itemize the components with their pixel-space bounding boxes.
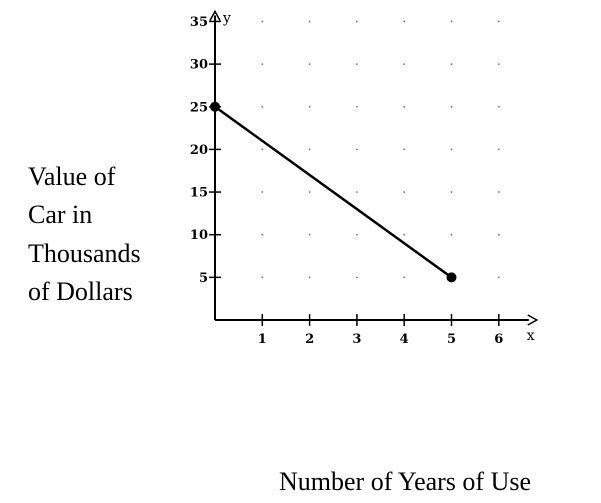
- y-axis-label-line-4: of Dollars: [28, 277, 133, 306]
- grid-dot: [497, 63, 500, 65]
- y-axis-label-line-1: Value of: [28, 162, 116, 191]
- grid-dot: [497, 105, 500, 108]
- grid-dot: [356, 105, 358, 108]
- grid-dot: [261, 233, 264, 236]
- x-tick-label: 3: [352, 332, 361, 347]
- grid-dot: [261, 20, 264, 23]
- grid-dot: [497, 20, 500, 23]
- grid-dot: [356, 148, 358, 151]
- grid-dot: [450, 148, 453, 151]
- grid-dot: [403, 148, 406, 151]
- grid-dot: [497, 191, 500, 193]
- grid-dot: [403, 191, 406, 193]
- y-axis-label-line-2: Car in: [28, 200, 93, 229]
- grid-dot: [308, 233, 311, 236]
- grid-dot: [497, 276, 500, 279]
- grid-dot: [308, 148, 311, 151]
- grid-dot: [261, 105, 264, 108]
- series-line: [214, 105, 453, 279]
- grid-dot: [450, 105, 453, 108]
- grid-dot: [261, 191, 264, 193]
- grid-dot: [403, 276, 406, 279]
- grid-dot: [308, 105, 311, 108]
- y-axis-letter: y: [222, 10, 231, 26]
- grid-dot: [308, 191, 311, 193]
- grid-dot: [497, 233, 500, 236]
- grid-dot: [450, 191, 453, 193]
- grid-dot: [261, 276, 264, 279]
- y-tick-label: 35: [190, 15, 208, 30]
- grid-dot: [450, 63, 453, 65]
- series: [210, 101, 457, 283]
- grid-dot: [308, 63, 311, 65]
- x-axis-arrow: [527, 314, 539, 326]
- grid-dot: [356, 63, 358, 65]
- y-axis-arrow: [209, 9, 221, 21]
- grid-dot: [356, 20, 358, 23]
- grid-dot: [403, 105, 406, 108]
- grid-dot: [403, 20, 406, 23]
- grid-dot: [497, 148, 500, 151]
- y-tick-label: 10: [190, 228, 208, 243]
- x-tick-label: 6: [494, 332, 503, 347]
- ticks: 5 10 15 20 25 30 35 1 2 3 4 5 6: [190, 15, 503, 347]
- grid-dot: [356, 276, 358, 279]
- y-tick-label: 25: [190, 100, 208, 115]
- y-tick-label: 5: [199, 271, 208, 286]
- y-tick-label: 15: [190, 186, 208, 201]
- grid-dot: [356, 191, 358, 193]
- grid-dots: [261, 20, 500, 279]
- grid-dot: [261, 148, 264, 151]
- grid-dot: [356, 233, 358, 236]
- grid-dot: [261, 63, 264, 65]
- x-tick-label: 2: [305, 332, 314, 347]
- x-axis-letter: x: [527, 328, 535, 344]
- x-axis-label: Number of Years of Use: [279, 467, 532, 496]
- data-point: [210, 101, 220, 112]
- x-tick-label: 4: [400, 332, 409, 347]
- data-point: [446, 272, 457, 283]
- grid-dot: [403, 63, 406, 65]
- axes: yx: [209, 9, 539, 344]
- y-tick-label: 30: [190, 58, 208, 73]
- grid-dot: [403, 233, 406, 236]
- grid-dot: [308, 20, 311, 23]
- x-tick-label: 1: [258, 332, 267, 347]
- grid-dot: [450, 20, 453, 23]
- grid-dot: [450, 233, 453, 236]
- y-tick-label: 20: [190, 143, 208, 158]
- x-tick-label: 5: [447, 332, 456, 347]
- grid-dot: [308, 276, 311, 279]
- y-axis-label-line-3: Thousands: [28, 239, 141, 268]
